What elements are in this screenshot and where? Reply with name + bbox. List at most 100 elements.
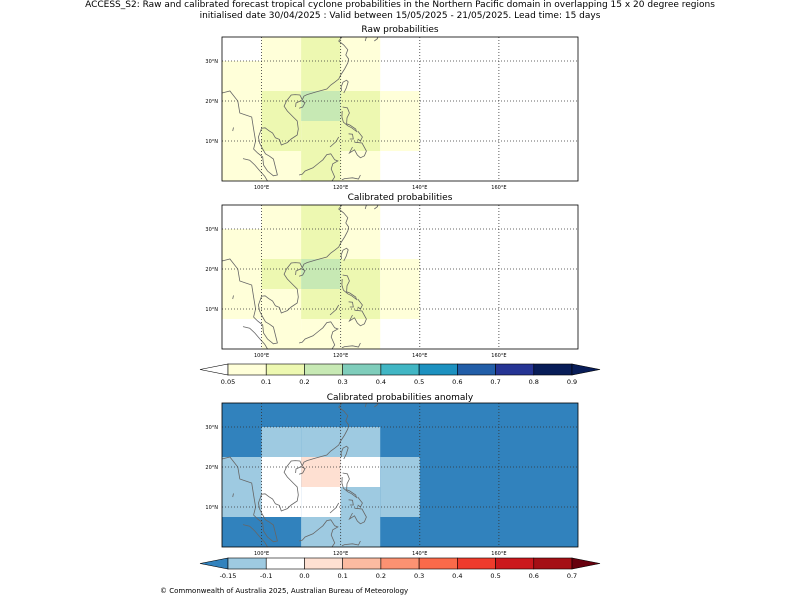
map-panel-3: Calibrated probabilities anomaly 30°N 20°N… [205, 393, 579, 557]
probability-cell [301, 427, 341, 457]
coastline [295, 268, 306, 277]
colorbar-swatch [418, 557, 458, 570]
colorbar-swatch [342, 363, 382, 376]
lon-label: 120°E [333, 551, 348, 557]
colorbar-swatch [227, 557, 267, 570]
probability-cell [301, 289, 341, 319]
probability-cell [261, 487, 302, 517]
probability-cell [380, 289, 420, 319]
probability-cell [261, 457, 302, 487]
probability-cell [261, 61, 302, 91]
coastline [299, 321, 339, 350]
lon-label: 100°E [254, 551, 269, 557]
probability-cell [301, 457, 341, 487]
map-panel-1: Raw probabilities 30°N 20°N 10°N 100°E 120°E 1… [205, 25, 579, 191]
coastline [221, 36, 350, 177]
coastline [374, 204, 379, 210]
lon-label: 100°E [254, 353, 269, 359]
coastline-group [221, 402, 379, 548]
probability-cell [301, 121, 341, 151]
probability-cell [380, 259, 420, 289]
coastline [374, 402, 379, 408]
coastline [364, 402, 367, 408]
map-frame [221, 402, 579, 548]
probability-cell [340, 91, 381, 121]
probability-cell [301, 487, 341, 517]
coastline [341, 472, 358, 499]
coastline [221, 402, 350, 543]
colorbar-tick-label: 0.6 [452, 378, 462, 386]
coastline [348, 499, 354, 506]
coastline [357, 298, 363, 310]
colorbar-tick-label: 0.6 [529, 572, 539, 580]
probability-cell [340, 517, 381, 547]
lon-label: 140°E [412, 551, 427, 557]
probability-cell [340, 487, 381, 517]
coastline [299, 153, 339, 182]
panel-title: Calibrated probabilities anomaly [327, 393, 474, 403]
colorbar-swatch [418, 363, 458, 376]
probability-cell [340, 457, 381, 487]
coastline [341, 274, 358, 301]
coastline [348, 133, 354, 140]
colorbar-swatch [533, 557, 573, 570]
probability-cell [261, 91, 302, 121]
colorbar-tick-label: 0.05 [221, 378, 235, 386]
coastline [340, 445, 349, 460]
probability-cell [222, 91, 262, 121]
coastline [329, 136, 340, 148]
colorbar-under-arrow [199, 557, 229, 570]
lon-label: 160°E [491, 185, 506, 191]
copyright-notice: © Commonwealth of Australia 2025, Austra… [160, 587, 409, 595]
lat-label: 10°N [205, 139, 218, 145]
colorbar-tick-label: 0.9 [567, 378, 577, 386]
coastline [341, 540, 361, 547]
lat-label: 30°N [205, 59, 218, 65]
probability-cell [261, 289, 302, 319]
colorbar-tick-label: -0.1 [260, 572, 273, 580]
probability-cell [261, 151, 302, 181]
coastline [242, 326, 268, 350]
colorbar-swatch [457, 363, 496, 376]
probability-cell [301, 37, 341, 61]
colorbar-tick-label: 0.2 [376, 572, 386, 580]
probability-cell [340, 151, 381, 181]
panel-title: Calibrated probabilities [348, 193, 453, 203]
probability-cell [222, 151, 262, 181]
coastline [221, 204, 350, 345]
title-line-2: initialised date 30/04/2025 : Valid betw… [199, 10, 601, 21]
figure-title: ACCESS_S2: Raw and calibrated forecast t… [0, 0, 800, 21]
coastline-group [221, 36, 379, 182]
title-line-1: ACCESS_S2: Raw and calibrated forecast t… [85, 0, 715, 10]
colorbar-tick-label: 0.1 [261, 378, 271, 386]
coastline [357, 496, 363, 508]
colorbar-tick-label: 0.1 [337, 572, 347, 580]
probability-cell [222, 457, 262, 487]
probability-cell [222, 229, 262, 259]
colorbar-tick-label: 0.4 [452, 572, 462, 580]
coastline [242, 158, 268, 182]
lon-label: 140°E [412, 353, 427, 359]
colorbar-swatch [304, 363, 343, 376]
coastline [232, 127, 234, 132]
probability-cell [380, 121, 420, 151]
probability-cell [261, 319, 302, 349]
coastline [348, 507, 367, 525]
colorbar-tick-label: 0.7 [567, 572, 577, 580]
colorbar-tick-label: 0.2 [299, 378, 309, 386]
probability-cell [261, 427, 302, 457]
lat-label: 30°N [205, 425, 218, 431]
colorbar-swatch [495, 557, 535, 570]
colorbar-swatch [533, 363, 573, 376]
probability-cell [222, 289, 262, 319]
coastline [348, 309, 367, 327]
colorbar-tick-label: -0.15 [220, 572, 237, 580]
map-panel-2: Calibrated probabilities 30°N 20°N 10°N 100°… [205, 193, 579, 359]
colorbar-tick-label: 0.3 [337, 378, 347, 386]
colorbar-tick-label: 0.0 [299, 572, 309, 580]
probability-cell [340, 319, 381, 349]
map-frame [221, 36, 579, 182]
colorbar-swatch [380, 557, 420, 570]
probability-cell [340, 121, 381, 151]
colorbar-tick-label: 0.4 [376, 378, 386, 386]
